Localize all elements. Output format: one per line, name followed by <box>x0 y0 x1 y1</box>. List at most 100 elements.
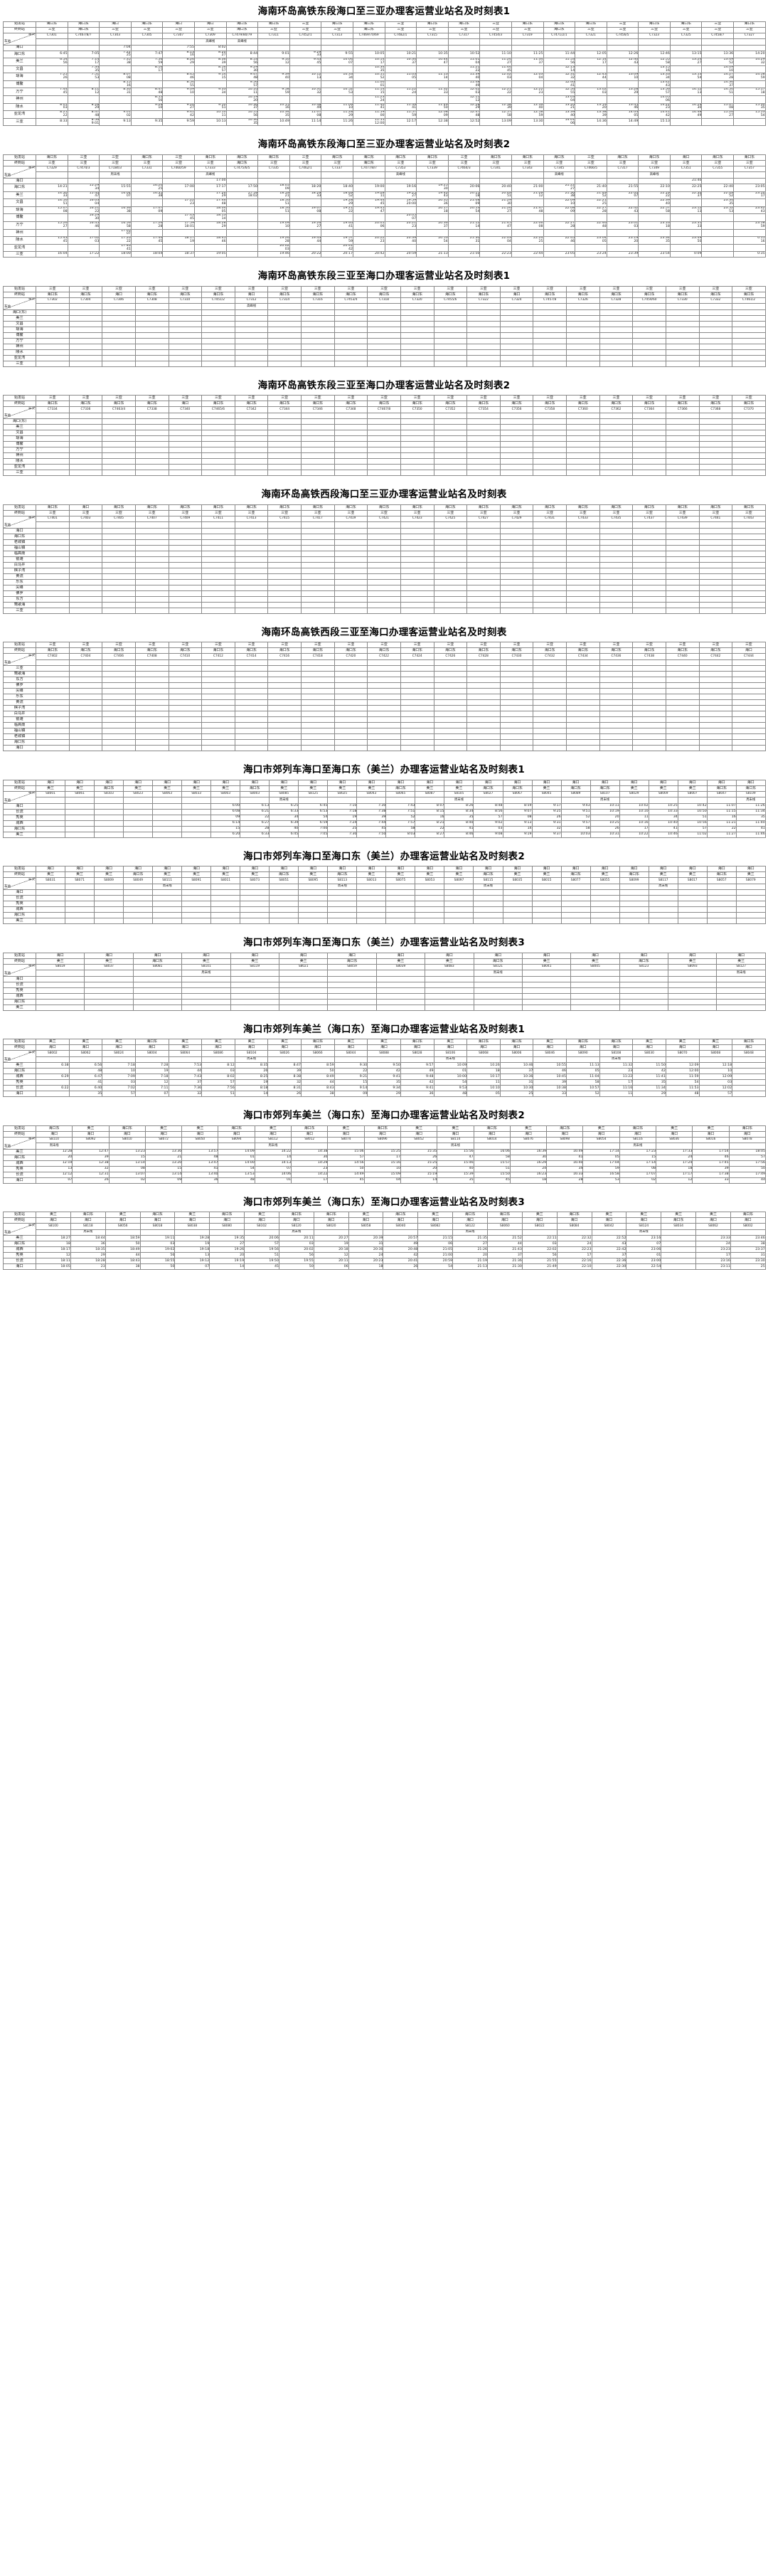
time-cell <box>123 808 154 815</box>
train-note <box>36 412 70 420</box>
time-cell <box>665 360 700 367</box>
label-station: 车站 <box>4 414 11 418</box>
time-cell: 14:50 51 <box>701 88 735 97</box>
time-cell: 09 <box>210 814 241 821</box>
time-cell <box>400 739 434 746</box>
train-number: C7415 <box>267 515 302 523</box>
time-cell: 18:04 05 <box>193 206 227 215</box>
time-cell <box>36 1068 70 1075</box>
time-cell <box>68 682 103 689</box>
time-cell: 14 <box>209 1263 245 1271</box>
train-terminus: 海口 <box>367 1044 401 1051</box>
train-note <box>134 521 169 529</box>
train-terminus: 海口东 <box>225 26 259 33</box>
time-cell <box>152 808 183 815</box>
time-cell <box>499 533 534 540</box>
time-cell: 10:11 <box>590 802 620 810</box>
train-terminus: 海口 <box>591 1217 627 1224</box>
time-cell <box>210 918 241 925</box>
time-cell <box>162 228 195 238</box>
time-cell <box>334 567 368 574</box>
station-name: 琼海 <box>3 206 36 215</box>
time-cell: 17:43 45 <box>162 213 195 222</box>
time-cell <box>201 722 235 729</box>
train-note <box>218 1143 255 1150</box>
train-number: S8039 <box>375 963 426 971</box>
time-cell: 20:15 18 <box>447 191 481 200</box>
train-terminus: 海口 <box>108 1130 146 1138</box>
time-cell <box>599 309 634 316</box>
train-origin: 海口东 <box>70 1212 106 1219</box>
time-cell <box>168 561 203 568</box>
time-cell: 11:13 14 <box>416 73 449 81</box>
time-cell: 19:11 <box>139 1235 176 1242</box>
time-cell <box>638 243 671 253</box>
time-cell <box>732 527 766 534</box>
train-number: S8041 <box>521 963 572 971</box>
train-number: C7471/2/1 <box>543 32 576 39</box>
time-cell <box>134 677 169 684</box>
train-note <box>301 659 335 667</box>
train-note <box>473 797 503 804</box>
time-cell <box>130 228 164 238</box>
time-cell <box>334 314 368 322</box>
train-terminus: 海口 <box>139 1217 176 1224</box>
time-cell <box>560 912 591 919</box>
time-cell <box>433 418 468 425</box>
time-cell <box>444 906 474 913</box>
time-cell <box>533 470 567 477</box>
time-cell: 22:54 <box>626 1263 662 1271</box>
train-number: S8094 <box>218 1136 255 1144</box>
time-cell: 9:39 40 <box>257 73 290 81</box>
time-cell <box>240 906 270 913</box>
time-cell: 12:38 39 <box>479 102 512 112</box>
time-cell: 33 <box>692 1177 730 1184</box>
time-cell: 22:46 48 <box>575 221 607 230</box>
train-note <box>698 1056 733 1064</box>
time-cell <box>367 578 401 585</box>
train-number: C7343 <box>511 165 544 173</box>
header-row-origin: 始发站 海口东 海口东 海口 海口东 海口 海口 海口东 海口东 三亚 海口东 海口东 三亚 海口东 海口东… <box>3 21 766 28</box>
timetable-block-t9: 海口市郊列车海口至海口东（美兰）办理客运营业站名及时刻表3 始发站 海口 海口 海口 海口… <box>3 931 766 1011</box>
time-cell: 12 <box>313 1252 349 1259</box>
header-row-terminus: 终到站 海口东 海口东 海口 海口东 海口东 海口东 海口 海口东 海口东 海口东 海口东 海口东 海口东… <box>3 291 766 298</box>
table-row: 长流 <box>3 895 766 902</box>
train-number: C7475/6/5 <box>225 165 259 173</box>
time-cell <box>665 343 700 350</box>
train-number: S8042 <box>591 1223 627 1230</box>
time-cell <box>677 912 708 919</box>
train-number: C7334 <box>36 406 70 413</box>
time-cell: 6:29 <box>36 1074 70 1081</box>
time-cell <box>201 567 235 574</box>
time-cell: 57 <box>473 814 503 821</box>
time-cell <box>619 895 649 902</box>
train-number: S8114 <box>437 1136 474 1144</box>
table-row: 美兰 6:38 6:56 7:18 7:28 7:53 8:12 8:35 8:47 8:59 9:… <box>3 1062 766 1069</box>
time-cell <box>566 326 600 333</box>
table-row: 博鳌 8:15 16 8:54 55 9:56 57 11:00 01 11:48 49 12:40 4… <box>3 80 766 89</box>
station-name: 亚龙湾 <box>3 110 36 119</box>
station-name: 秀英 <box>3 1165 36 1172</box>
time-cell <box>102 435 136 442</box>
time-cell <box>466 527 501 534</box>
train-number: S8052 <box>400 1136 438 1144</box>
time-cell <box>533 349 567 356</box>
train-terminus: 海口东 <box>732 401 766 408</box>
time-cell <box>433 573 468 580</box>
station-name: 琼海 <box>3 326 36 333</box>
train-origin: 海口东 <box>257 154 290 161</box>
train-number: S8103 <box>94 790 124 798</box>
time-cell <box>36 309 70 316</box>
time-cell <box>521 981 572 988</box>
time-cell <box>327 975 377 982</box>
time-cell <box>289 213 322 222</box>
train-note: 周末线 <box>452 1229 488 1236</box>
time-cell: 12 <box>656 1177 693 1184</box>
time-cell <box>367 573 401 580</box>
time-cell <box>732 343 766 350</box>
time-cell: 19:28 <box>174 1235 210 1242</box>
time-cell <box>632 607 666 614</box>
time-cell <box>499 360 534 367</box>
time-cell <box>327 1004 377 1011</box>
train-number: C7421 <box>367 515 401 523</box>
